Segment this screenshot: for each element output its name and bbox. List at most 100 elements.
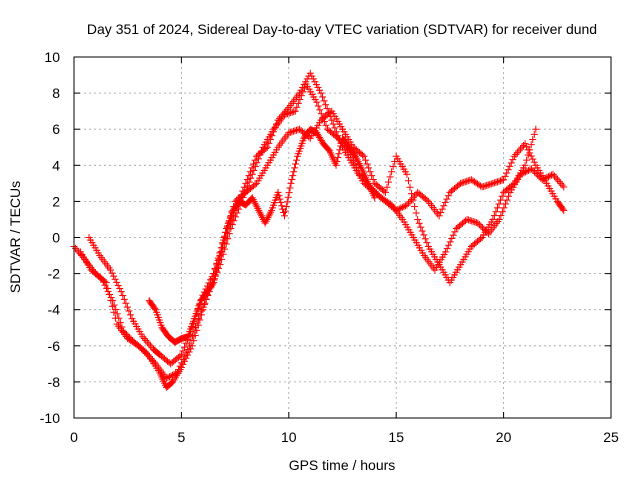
- data-point-s0-171: [322, 101, 330, 109]
- data-point-s0-163: [309, 75, 317, 83]
- data-point-s1-22: [110, 301, 118, 309]
- data-point-s3-142: [276, 195, 284, 203]
- chart-title: Day 351 of 2024, Sidereal Day-to-day VTE…: [87, 21, 597, 37]
- data-point-s1-261: [477, 222, 485, 230]
- data-point-s2-213: [408, 190, 416, 198]
- data-point-s1-259: [474, 219, 482, 227]
- data-point-s2-183: [362, 156, 370, 164]
- data-point-s2-211: [404, 177, 412, 185]
- data-point-s2-268: [492, 208, 500, 216]
- y-tick-label-5: 0: [52, 230, 60, 246]
- data-point-s2-217: [414, 215, 422, 223]
- data-point-s1-290: [521, 168, 529, 176]
- data-point-s3-149: [282, 203, 290, 211]
- data-point-s1-277: [501, 200, 509, 208]
- data-point-s3-72: [211, 271, 219, 279]
- data-point-s1-252: [463, 215, 471, 223]
- data-point-s0-259: [457, 179, 465, 187]
- data-point-s0-221: [398, 203, 406, 211]
- data-point-s0-164: [311, 78, 319, 86]
- data-point-s1-142: [294, 99, 302, 107]
- data-point-s1-114: [251, 163, 259, 171]
- data-point-s1-238: [442, 248, 450, 256]
- data-point-s1-31: [124, 332, 132, 340]
- data-point-s2-272: [498, 192, 506, 200]
- data-point-s0-246: [437, 208, 445, 216]
- data-point-s3-71: [211, 275, 219, 283]
- data-point-s2-214: [409, 196, 417, 204]
- data-point-s3-69: [209, 280, 217, 288]
- data-point-s2-182: [360, 152, 368, 160]
- data-point-s1-48: [150, 358, 158, 366]
- data-point-s1-276: [500, 204, 508, 212]
- data-point-s1-27: [118, 323, 126, 331]
- data-point-s0-297: [515, 147, 523, 155]
- data-point-s0-226: [406, 197, 414, 205]
- data-point-s3-206: [335, 150, 343, 158]
- data-point-s1-61: [170, 370, 178, 378]
- x-tick-label-2: 10: [281, 429, 297, 445]
- data-point-s0-263: [463, 177, 471, 185]
- data-point-s0-162: [308, 72, 316, 80]
- data-point-s2-223: [423, 239, 431, 247]
- data-point-s0-298: [516, 145, 524, 153]
- data-point-s1-69: [182, 349, 190, 357]
- data-point-s2-40: [146, 342, 154, 350]
- data-point-s2-135: [288, 128, 296, 136]
- data-point-s1-255: [468, 217, 476, 225]
- data-point-s0-159: [303, 75, 311, 83]
- data-point-s1-63: [173, 369, 181, 377]
- data-point-s0-167: [315, 86, 323, 94]
- data-point-s3-155: [288, 175, 296, 183]
- data-point-s1-28: [119, 327, 127, 335]
- data-point-s3-148: [281, 207, 289, 215]
- data-point-s0-261: [460, 178, 468, 186]
- data-point-s2-291: [527, 141, 535, 149]
- data-point-s1-97: [225, 230, 233, 238]
- data-point-s1-301: [538, 176, 546, 184]
- data-point-s1-57: [164, 374, 172, 382]
- data-point-s3-82: [221, 232, 229, 240]
- y-tick-label-7: 4: [52, 157, 60, 173]
- data-point-s3-245: [371, 194, 379, 202]
- y-tick-label-4: -2: [48, 266, 61, 282]
- data-point-s3-127: [262, 217, 270, 225]
- data-point-s3-128: [263, 215, 271, 223]
- y-tick-label-3: -4: [48, 302, 61, 318]
- data-point-s0-230: [412, 190, 420, 198]
- data-point-s1-115: [253, 159, 261, 167]
- data-point-s0-307: [530, 158, 538, 166]
- data-point-s2-258: [477, 235, 485, 243]
- data-point-s3-144: [278, 202, 286, 210]
- y-tick-label-0: -10: [40, 410, 60, 426]
- data-point-s1-307: [547, 171, 555, 179]
- data-point-s0-305: [527, 152, 535, 160]
- data-point-s1-14: [98, 275, 106, 283]
- data-point-s1-64: [175, 366, 183, 374]
- data-point-s1-41: [139, 346, 147, 354]
- data-point-s1-279: [505, 192, 513, 200]
- data-point-s1-59: [167, 372, 175, 380]
- data-point-s0-288: [501, 172, 509, 180]
- data-point-s2-200: [388, 168, 396, 176]
- data-point-s1-111: [247, 174, 255, 182]
- data-point-s3-118: [254, 205, 262, 213]
- data-point-s1-241: [446, 238, 454, 246]
- data-point-s2-269: [493, 204, 501, 212]
- data-point-s0-245: [435, 212, 443, 220]
- data-point-s2-288: [523, 156, 531, 164]
- data-point-s0-282: [492, 178, 500, 186]
- data-point-s0-249: [441, 198, 449, 206]
- data-point-s0-292: [507, 159, 515, 167]
- data-point-s0-306: [529, 155, 537, 163]
- data-point-s0-250: [443, 195, 451, 203]
- data-point-s1-21: [109, 297, 117, 305]
- data-point-s1-260: [475, 221, 483, 229]
- data-point-s0-300: [520, 141, 528, 149]
- data-point-s2-216: [412, 209, 420, 217]
- data-point-s2-36: [140, 335, 148, 343]
- data-point-s1-278: [503, 196, 511, 204]
- data-point-s0-225: [404, 199, 412, 207]
- data-point-s1-144: [297, 92, 305, 100]
